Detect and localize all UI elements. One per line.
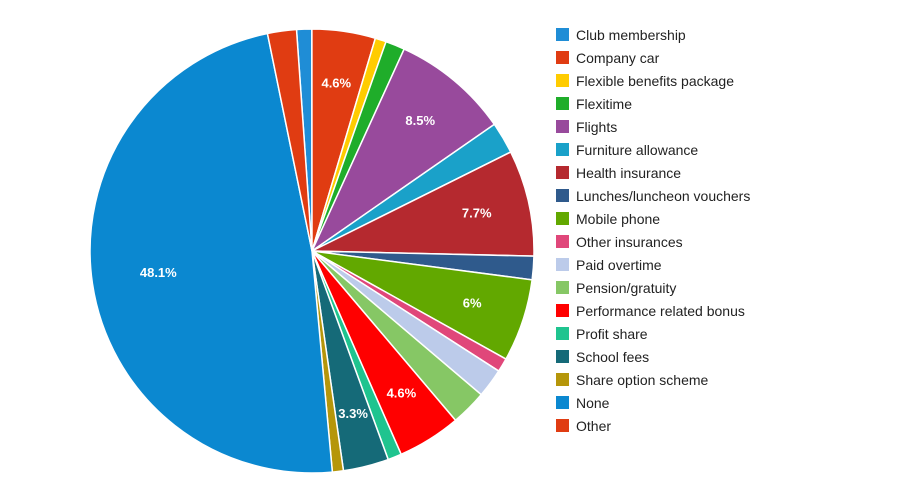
legend-item[interactable]: Furniture allowance (556, 138, 886, 161)
legend-swatch (556, 258, 569, 271)
pie-value-label: 4.6% (321, 75, 351, 90)
pie-value-label: 6% (463, 295, 482, 310)
legend-label: Other (576, 417, 612, 434)
legend-swatch (556, 304, 569, 317)
legend-item[interactable]: Flexible benefits package (556, 69, 886, 92)
legend-swatch (556, 396, 569, 409)
pie-value-labels: 4.6% 8.5% 7.7% 6% 4.6% 3.3% 48.1% (140, 75, 492, 421)
legend-swatch (556, 419, 569, 432)
legend-label: Company car (576, 49, 660, 66)
legend-swatch (556, 143, 569, 156)
pie-slice-other[interactable] (266, 28, 313, 252)
legend-item[interactable]: Flights (556, 115, 886, 138)
legend-swatch (556, 28, 569, 41)
legend-item[interactable]: School fees (556, 345, 886, 368)
legend-swatch (556, 350, 569, 363)
pie-value-label: 48.1% (140, 265, 177, 280)
legend-label: Profit share (576, 325, 648, 342)
legend-item[interactable]: Share option scheme (556, 368, 886, 391)
pie-value-label: 3.3% (338, 406, 368, 421)
legend-label: Other insurances (576, 233, 683, 250)
pie-chart: 4.6% 8.5% 7.7% 6% 4.6% 3.3% 48.1% (89, 28, 535, 474)
legend-swatch (556, 166, 569, 179)
legend-item[interactable]: Health insurance (556, 161, 886, 184)
legend-item[interactable]: Pension/gratuity (556, 276, 886, 299)
legend-item[interactable]: Performance related bonus (556, 299, 886, 322)
legend-swatch (556, 281, 569, 294)
legend-swatch (556, 120, 569, 133)
legend-label: Lunches/luncheon vouchers (576, 187, 751, 204)
legend-label: Share option scheme (576, 371, 709, 388)
pie-slice-flights[interactable] (311, 48, 496, 252)
legend-label: Paid overtime (576, 256, 662, 273)
pie-value-label: 7.7% (462, 206, 492, 221)
legend-label: Furniture allowance (576, 141, 699, 158)
pie-slice-health-insurance[interactable] (311, 151, 535, 257)
legend-swatch (556, 373, 569, 386)
legend-swatch (556, 74, 569, 87)
legend-label: Flexible benefits package (576, 72, 734, 89)
legend-swatch (556, 189, 569, 202)
legend-swatch (556, 51, 569, 64)
legend: Club membership Company car Flexible benef… (556, 23, 886, 437)
pie-value-label: 8.5% (405, 113, 435, 128)
legend-item[interactable]: None (556, 391, 886, 414)
legend-item[interactable]: Mobile phone (556, 207, 886, 230)
legend-swatch (556, 235, 569, 248)
legend-label: Flights (576, 118, 618, 135)
pie-slice-none[interactable] (89, 32, 334, 474)
legend-label: Health insurance (576, 164, 682, 181)
legend-label: Pension/gratuity (576, 279, 677, 296)
pie-slices (89, 28, 535, 474)
legend-swatch (556, 327, 569, 340)
legend-label: Flexitime (576, 95, 633, 112)
legend-swatch (556, 97, 569, 110)
legend-item[interactable]: Profit share (556, 322, 886, 345)
legend-label: None (576, 394, 610, 411)
legend-item[interactable]: Other (556, 414, 886, 437)
legend-item[interactable]: Lunches/luncheon vouchers (556, 184, 886, 207)
legend-label: Club membership (576, 26, 686, 43)
legend-item[interactable]: Club membership (556, 23, 886, 46)
legend-swatch (556, 212, 569, 225)
legend-item[interactable]: Flexitime (556, 92, 886, 115)
legend-label: Performance related bonus (576, 302, 745, 319)
legend-item[interactable]: Other insurances (556, 230, 886, 253)
legend-label: School fees (576, 348, 650, 365)
legend-label: Mobile phone (576, 210, 661, 227)
pie-value-label: 4.6% (387, 386, 417, 401)
legend-item[interactable]: Paid overtime (556, 253, 886, 276)
legend-item[interactable]: Company car (556, 46, 886, 69)
